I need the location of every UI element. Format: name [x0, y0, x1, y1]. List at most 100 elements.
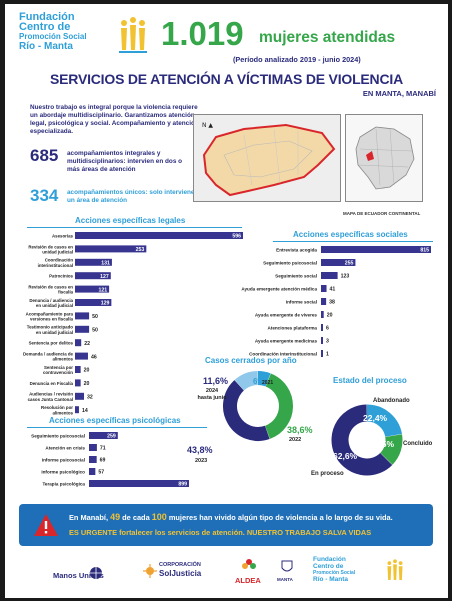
social-value-5: 20 [327, 313, 333, 319]
alert-line-1: En Manabí, 49 de cada 100 mujeres han vi… [69, 512, 393, 522]
social-label-0: Entrevista acogida [276, 248, 317, 253]
ecuador-map-graphic [355, 126, 415, 190]
legal-label-12: casos Junta Cantonal [28, 397, 73, 402]
warning-icon [34, 514, 58, 536]
women-count: 1.019 [161, 15, 244, 52]
alert-l1-post: mujeres han vivido algún tipo de violenc… [168, 513, 393, 522]
social-label-1: Seguimiento psicosocial [263, 261, 317, 266]
social-label-7: Ayuda emergente medicinas [255, 339, 318, 344]
footer-logo-soljusticia: SolJusticia [159, 569, 202, 578]
legal-value-1: 253 [136, 247, 145, 253]
social-bar-5 [321, 311, 324, 318]
closed-slice-0 [257, 371, 271, 387]
legal-bar-7 [75, 325, 90, 333]
legal-label-9: Demanda / audiencia de [23, 352, 74, 357]
status-slice-2 [331, 404, 393, 476]
integral-label: acompañamientos integrales y multidiscip… [67, 150, 183, 173]
social-label-3: Ayuda emergente atención médica [241, 287, 317, 292]
social-bar-1 [321, 259, 356, 266]
legal-bar-6 [75, 312, 90, 320]
social-value-3: 41 [330, 287, 336, 293]
alert-l1-num1: 49 [110, 512, 121, 522]
social-bar-7 [321, 337, 323, 344]
manta-map-graphic: N ▲ [194, 115, 340, 201]
social-label-5: Ayuda emergente de víveres [255, 313, 318, 318]
social-value-2: 123 [341, 274, 350, 280]
legal-label-8: Sentencia por delitos [29, 341, 74, 346]
legal-bar-0 [75, 232, 243, 239]
alert-line-2: ES URGENTE fortalecer los servicios de a… [69, 528, 372, 537]
flower-icon [242, 559, 256, 569]
legal-bar-12 [75, 392, 85, 400]
legal-value-12: 32 [87, 395, 93, 401]
legal-label-6: versiones en fiscalía [30, 317, 74, 322]
status-value-2: 62,6% [333, 451, 358, 461]
footer-logo-corporacion: CORPORACIÓN [159, 562, 201, 568]
footer-org-l1: Fundación [313, 556, 346, 563]
closed-year-1: 2022 [289, 437, 301, 443]
status-slice-1 [379, 434, 403, 465]
legal-bar-2 [75, 258, 112, 266]
org-logo-text: Fundación Centro de Promoción Social Río… [19, 12, 115, 52]
legal-label-12: Audiencias / revisión [29, 392, 73, 397]
legal-bar-5 [75, 299, 112, 306]
footer-logo-manta: MANTA [277, 577, 293, 582]
closed-title: Casos cerrados por año [205, 356, 297, 365]
social-bar-0 [321, 246, 431, 253]
legal-label-7: en unidad judicial [36, 330, 73, 335]
status-value-0: 22,4% [363, 413, 388, 423]
closed-slice-2 [223, 380, 270, 441]
social-label-8: Coordinación interinstitucional [249, 352, 317, 357]
manta-shield-icon [281, 560, 293, 572]
psych-value-2: 69 [100, 458, 106, 464]
psych-bar-1 [89, 444, 97, 451]
social-value-0: 815 [420, 248, 429, 254]
social-label-4: Informe social [286, 300, 317, 305]
closed-slice-3 [234, 371, 259, 391]
legal-value-0: 596 [232, 234, 241, 240]
social-bar-4 [321, 298, 327, 305]
ecuador-map [345, 114, 423, 202]
legal-value-5: 129 [101, 301, 110, 307]
legal-title: Acciones específicas legales [75, 216, 186, 225]
globe-icon [90, 567, 102, 579]
psych-rule [27, 427, 207, 428]
org-name-l1: Fundación [19, 11, 75, 23]
social-label-2: Seguimiento social [275, 274, 317, 279]
legal-label-9: alimentos [53, 357, 74, 362]
legal-label-5: en unidad judicial [36, 303, 73, 308]
closed-value-3: 11,6% [203, 376, 228, 386]
legal-label-7: Testimonio anticipado [27, 325, 74, 330]
legal-value-2: 131 [101, 261, 110, 267]
legal-value-8: 22 [84, 341, 90, 347]
footer-people-icon [387, 559, 403, 580]
status-slice-0 [366, 404, 402, 438]
closed-year-3b: hasta junio [197, 395, 227, 401]
page-subtitle: EN MANTA, MANABÍ [362, 89, 436, 98]
legal-value-4: 121 [98, 287, 107, 293]
women-count-label: mujeres atendidas [259, 29, 396, 46]
intro-text: Nuestro trabajo es integral porque la vi… [30, 104, 199, 135]
legal-value-13: 14 [82, 408, 88, 414]
footer-org-l2: Centro de [313, 562, 344, 570]
legal-value-11: 20 [84, 381, 90, 387]
social-bar-8 [321, 350, 323, 357]
legal-value-7: 50 [92, 328, 98, 334]
closed-value-1: 38,6% [287, 425, 313, 435]
closed-value-2: 43,8% [187, 445, 213, 455]
status-label-0: Abandonado [373, 398, 410, 404]
legal-label-2: interinstitucional [38, 263, 73, 268]
sun-icon [143, 564, 157, 578]
org-name-l4: Río - Manta [19, 41, 73, 52]
psych-bar-0 [89, 432, 118, 439]
legal-label-4: Revisión de casos en [28, 285, 73, 290]
social-bar-3 [321, 285, 327, 292]
org-logo: Fundación Centro de Promoción Social Río… [19, 12, 151, 62]
psych-value-4: 899 [178, 482, 187, 488]
legal-value-10: 20 [84, 368, 90, 374]
map-caption: MAPA DE ECUADOR CONTINENTAL [343, 211, 421, 216]
footer-logo-fundacion: Fundación Centro de Promoción Social Río… [313, 556, 385, 583]
psych-label-0: Seguimiento psicosocial [31, 434, 85, 439]
psych-bar-2 [89, 456, 97, 463]
psych-label-2: Informe psicosocial [42, 458, 85, 463]
